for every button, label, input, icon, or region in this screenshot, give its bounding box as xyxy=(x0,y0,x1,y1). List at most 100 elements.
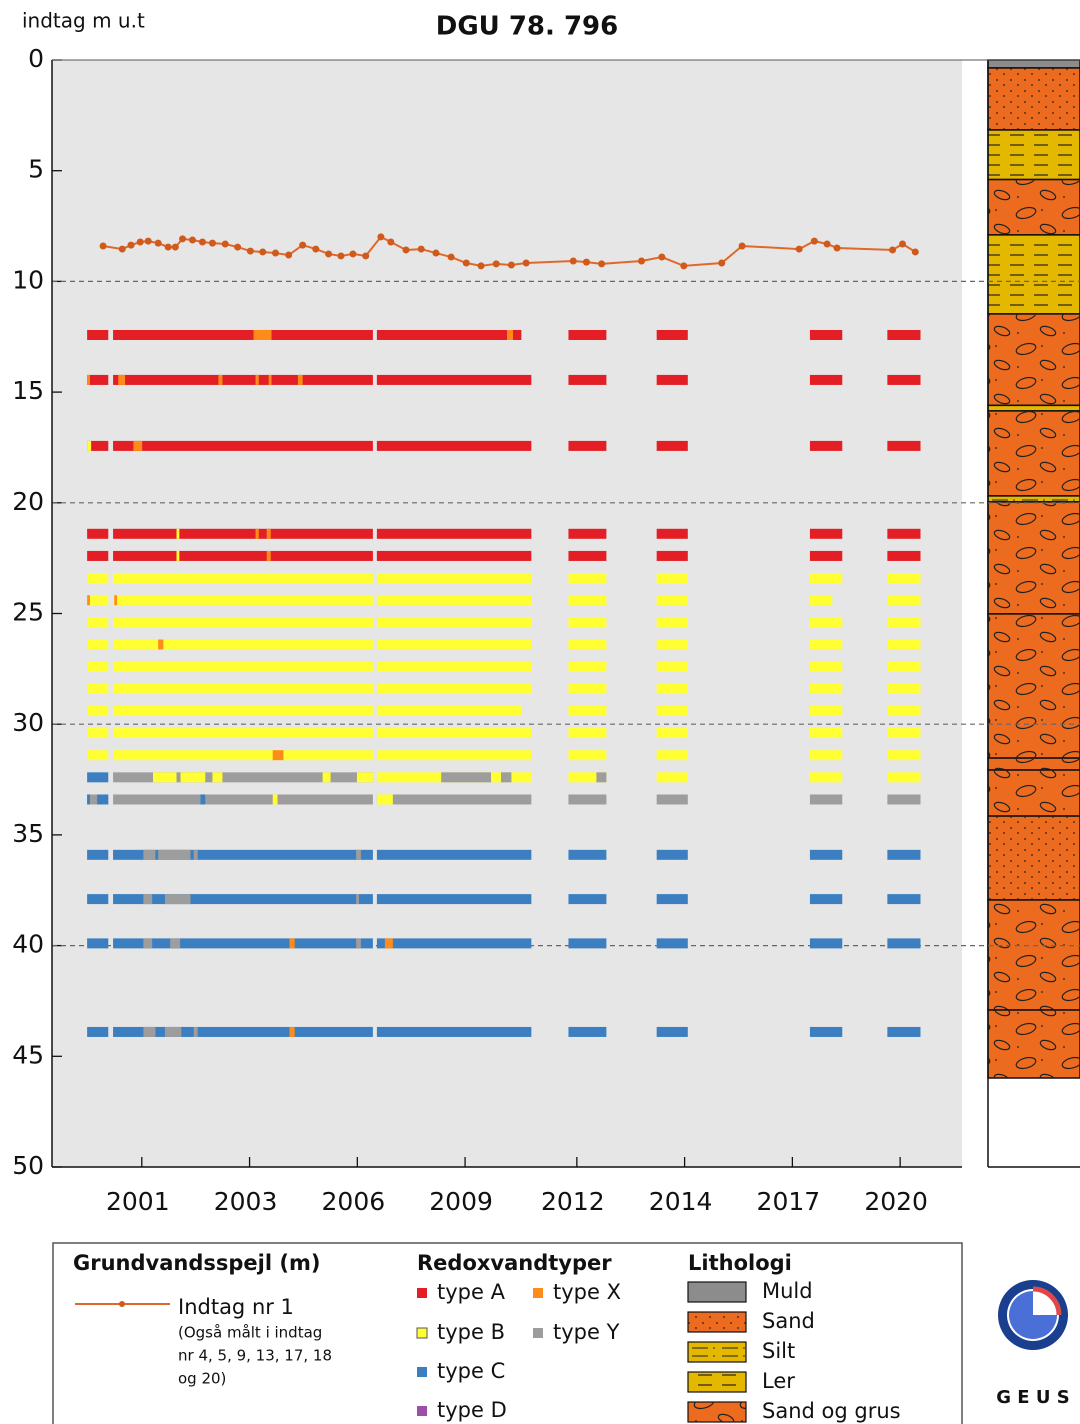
redox-bar xyxy=(376,794,393,805)
redox-bar xyxy=(887,595,921,606)
water-level-point xyxy=(432,249,440,257)
legend-label: Muld xyxy=(762,1279,813,1303)
y-tick-label: 50 xyxy=(12,1151,44,1180)
redox-bar xyxy=(809,938,843,949)
redox-bar xyxy=(113,705,373,716)
redox-bar xyxy=(656,639,688,650)
redox-bar xyxy=(158,639,164,650)
redox-bar xyxy=(887,1026,921,1037)
water-level-point xyxy=(810,237,818,245)
x-tick-label: 2006 xyxy=(322,1187,386,1216)
redox-bar xyxy=(809,573,843,584)
legend-note: og 20) xyxy=(178,1370,226,1388)
water-level-point xyxy=(198,238,206,246)
water-level-point xyxy=(387,238,395,246)
redox-bar xyxy=(376,794,532,805)
redox-bar xyxy=(87,639,109,650)
water-level-point xyxy=(492,260,500,268)
redox-bar xyxy=(266,550,271,561)
redox-bar xyxy=(143,1026,156,1037)
redox-bar xyxy=(113,639,373,650)
water-level-point xyxy=(136,238,144,246)
redox-bar xyxy=(887,728,921,739)
legend-swatch xyxy=(417,1406,427,1416)
redox-bar xyxy=(887,550,921,561)
water-level-point xyxy=(402,246,410,254)
water-level-point xyxy=(899,240,907,248)
water-level-point xyxy=(171,243,179,251)
y-axis-label: indtag m u.t xyxy=(22,9,145,33)
redox-bar xyxy=(356,938,361,949)
redox-bar xyxy=(887,772,921,783)
redox-bar xyxy=(376,528,532,539)
redox-bar xyxy=(568,1026,607,1037)
redox-bar xyxy=(568,661,607,672)
legend-pattern xyxy=(688,1402,746,1422)
redox-bar xyxy=(656,750,688,761)
x-tick-label: 2001 xyxy=(106,1187,170,1216)
redox-bar xyxy=(87,705,109,716)
redox-bar xyxy=(809,894,843,905)
legend-title: Grundvandsspejl (m) xyxy=(73,1251,320,1275)
logo: G E U S xyxy=(996,1280,1070,1408)
redox-bar xyxy=(656,528,688,539)
water-level-point xyxy=(377,233,385,241)
lithology-pattern xyxy=(988,816,1080,900)
redox-bar xyxy=(568,639,607,650)
redox-bar xyxy=(87,794,90,805)
redox-bar xyxy=(809,705,843,716)
legend-swatch xyxy=(417,1288,427,1298)
water-level-point xyxy=(127,241,135,249)
redox-bar xyxy=(568,683,607,694)
legend-swatch xyxy=(687,1281,747,1303)
water-level-point xyxy=(507,261,515,269)
redox-bar xyxy=(887,639,921,650)
redox-bar xyxy=(376,705,522,716)
redox-bar xyxy=(133,440,143,451)
redox-bar xyxy=(809,794,843,805)
water-level-point xyxy=(569,257,577,265)
redox-bar xyxy=(212,772,223,783)
redox-bar xyxy=(87,374,90,385)
legend-label: type D xyxy=(437,1398,507,1422)
redox-bar xyxy=(568,849,607,860)
x-tick-label: 2012 xyxy=(541,1187,605,1216)
x-tick-label: 2003 xyxy=(214,1187,278,1216)
redox-bar xyxy=(376,661,532,672)
redox-bar xyxy=(143,938,153,949)
redox-bar xyxy=(87,772,109,783)
plot-background xyxy=(52,60,962,1167)
redox-bar xyxy=(568,595,607,606)
redox-bar xyxy=(113,329,373,340)
redox-bar xyxy=(568,440,607,451)
water-level-point xyxy=(272,249,280,257)
redox-bar xyxy=(272,794,278,805)
lithology-pattern xyxy=(988,405,1080,411)
redox-bar xyxy=(809,772,843,783)
redox-bar xyxy=(656,894,688,905)
y-tick-label: 25 xyxy=(12,598,44,627)
redox-bar xyxy=(376,683,532,694)
water-level-point xyxy=(246,247,254,255)
redox-bar xyxy=(113,440,373,451)
redox-bar xyxy=(809,728,843,739)
redox-bar xyxy=(376,849,532,860)
redox-bar xyxy=(568,617,607,628)
legend-label: Silt xyxy=(762,1339,795,1363)
redox-bar xyxy=(887,329,921,340)
redox-bar xyxy=(289,938,295,949)
y-tick-label: 45 xyxy=(12,1040,44,1069)
legend-note: (Også målt i indtag xyxy=(178,1324,322,1342)
redox-bar xyxy=(218,374,223,385)
redox-bar xyxy=(809,750,843,761)
water-level-point xyxy=(312,245,320,253)
redox-bar xyxy=(113,595,373,606)
water-level-point xyxy=(658,253,666,261)
water-level-point xyxy=(462,259,470,267)
redox-bar xyxy=(268,374,272,385)
redox-bar xyxy=(568,705,607,716)
redox-bar xyxy=(87,374,109,385)
legend-marker xyxy=(119,1301,125,1307)
